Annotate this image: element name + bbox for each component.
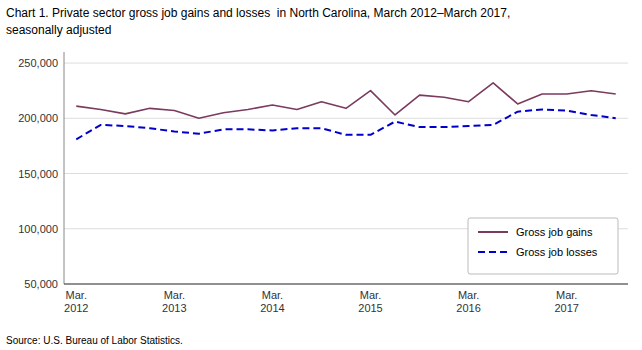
series-lines <box>76 83 615 139</box>
y-axis: 50,000 100,000 150,000 200,000 250,000 <box>18 52 64 290</box>
x-tick-label-line: 2013 <box>162 302 186 314</box>
y-tick-label: 250,000 <box>18 57 58 69</box>
x-axis-line <box>64 284 628 285</box>
x-tick-label-line: 2017 <box>554 302 578 314</box>
legend-label: Gross job losses <box>516 246 598 258</box>
legend-box <box>468 218 618 274</box>
x-axis: Mar.2012Mar.2013Mar.2014Mar.2015Mar.2016… <box>64 284 628 314</box>
x-tick-label-line: Mar. <box>556 289 577 301</box>
grid <box>64 63 628 284</box>
legend-label: Gross job gains <box>516 226 593 238</box>
subtitle: seasonally adjusted <box>6 23 111 37</box>
title: Chart 1. Private sector gross job gains … <box>6 6 510 20</box>
y-axis-line <box>64 52 65 284</box>
x-tick-label-line: 2012 <box>64 302 88 314</box>
x-tick-label: Mar.2017 <box>554 289 578 314</box>
x-tick-label: Mar.2013 <box>162 289 186 314</box>
grid-line <box>64 63 628 64</box>
x-tick-label-line: Mar. <box>360 289 381 301</box>
x-tick-label: Mar.2015 <box>358 289 382 314</box>
annotation: Source: U.S. Bureau of Labor Statistics. <box>6 335 183 346</box>
x-tick-label-line: 2015 <box>358 302 382 314</box>
y-tick-label: 150,000 <box>18 168 58 180</box>
chart-container: Chart 1. Private sector gross job gains … <box>0 0 642 350</box>
x-tick-label: Mar.2016 <box>456 289 480 314</box>
x-tick-label: Mar.2014 <box>260 289 284 314</box>
x-tick-label-line: Mar. <box>164 289 185 301</box>
chart-svg: Chart 1. Private sector gross job gains … <box>0 0 642 350</box>
x-tick-label-line: Mar. <box>458 289 479 301</box>
y-tick-label: 100,000 <box>18 223 58 235</box>
x-tick-label-line: 2016 <box>456 302 480 314</box>
legend: Gross job gains Gross job losses <box>468 218 618 274</box>
series-line <box>76 109 615 139</box>
x-tick-label-line: 2014 <box>260 302 284 314</box>
grid-line <box>64 284 628 285</box>
x-tick-label-line: Mar. <box>262 289 283 301</box>
x-tick-label-line: Mar. <box>66 289 87 301</box>
legend-swatch <box>478 231 508 233</box>
y-tick-label: 50,000 <box>24 278 58 290</box>
series-line <box>76 83 615 118</box>
y-tick-label: 200,000 <box>18 112 58 124</box>
grid-line <box>64 118 628 119</box>
legend-swatch <box>478 251 508 253</box>
grid-line <box>64 173 628 174</box>
x-tick-label: Mar.2012 <box>64 289 88 314</box>
